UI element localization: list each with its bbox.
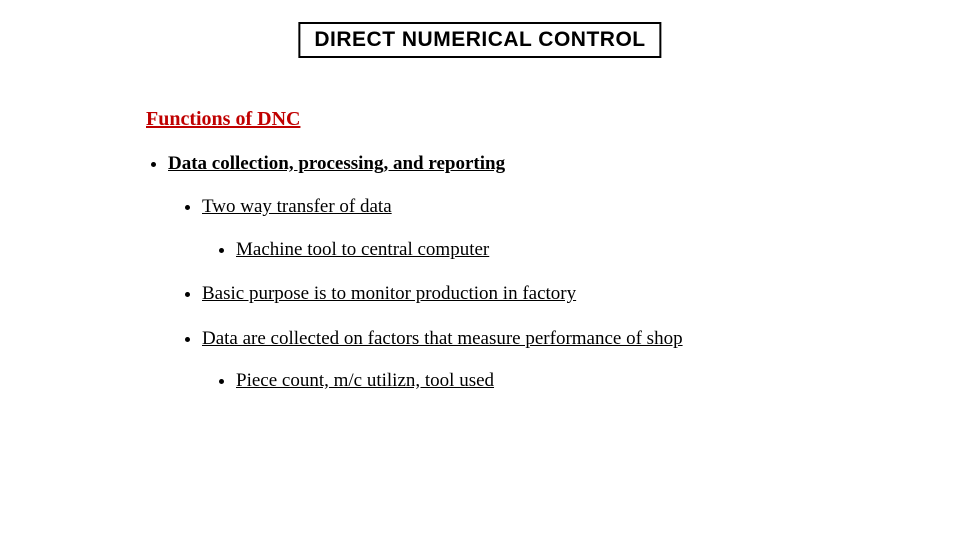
l3-text: Piece count, m/c utilizn, tool used	[236, 370, 494, 391]
l3-text: Machine tool to central computer	[236, 239, 489, 260]
slide: DIRECT NUMERICAL CONTROL Functions of DN…	[0, 0, 960, 540]
section-heading: Functions of DNC	[146, 108, 840, 131]
l1-text: Data collection, processing, and reporti…	[168, 153, 505, 174]
list-item: Data collection, processing, and reporti…	[168, 153, 840, 396]
bullet-list-level2: Two way transfer of data Machine tool to…	[168, 193, 840, 396]
list-item: Data are collected on factors that measu…	[202, 325, 840, 396]
l2-text: Two way transfer of data	[202, 196, 392, 217]
l2-text: Basic purpose is to monitor production i…	[202, 283, 576, 304]
list-item: Two way transfer of data Machine tool to…	[202, 193, 840, 264]
l2-text: Data are collected on factors that measu…	[202, 328, 683, 349]
bullet-list-level1: Data collection, processing, and reporti…	[146, 153, 840, 396]
list-item: Basic purpose is to monitor production i…	[202, 280, 840, 309]
slide-title-box: DIRECT NUMERICAL CONTROL	[298, 22, 661, 58]
list-item: Machine tool to central computer	[236, 236, 840, 265]
bullet-list-level3: Piece count, m/c utilizn, tool used	[202, 367, 840, 396]
bullet-list-level3: Machine tool to central computer	[202, 236, 840, 265]
content-area: Functions of DNC Data collection, proces…	[146, 108, 840, 412]
slide-title: DIRECT NUMERICAL CONTROL	[314, 28, 645, 51]
list-item: Piece count, m/c utilizn, tool used	[236, 367, 840, 396]
